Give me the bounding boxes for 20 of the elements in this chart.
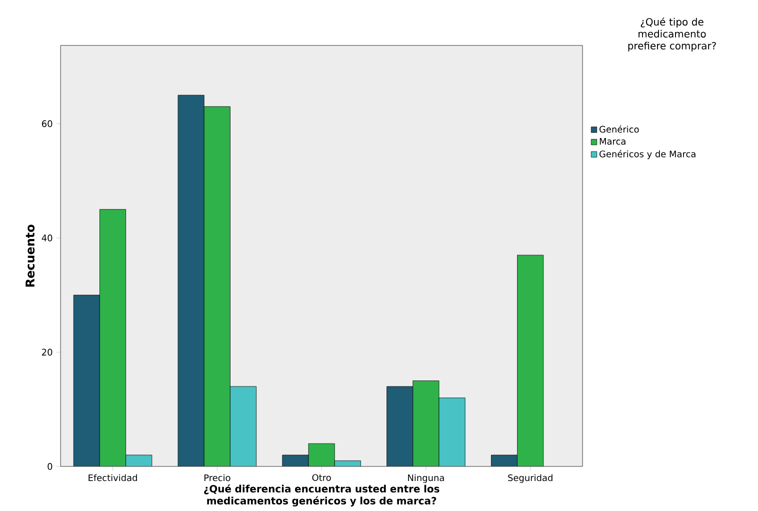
bar (386, 386, 414, 466)
bar (178, 94, 204, 466)
y-axis-title: Recuento (26, 224, 35, 287)
x-tick-label: Otro (312, 474, 331, 481)
x-axis-title: ¿Qué diferencia encuentra usted entre los medicamentos genéricos y los de marca? (204, 484, 440, 506)
y-tick-label: 0 (48, 463, 52, 470)
y-tick-label: 60 (42, 120, 52, 128)
bar (491, 454, 518, 466)
y-tick-label: 20 (42, 348, 52, 356)
x-tick-label: Precio (204, 474, 230, 482)
legend-label: Genérico (600, 125, 639, 133)
bar (73, 294, 100, 466)
legend-title: ¿Qué tipo de medicamento prefiere comprar? (628, 18, 716, 52)
x-tick-label: Efectividad (88, 474, 137, 482)
bar (282, 455, 309, 466)
x-tick-label: Ninguna (408, 474, 444, 483)
y-tick-label: 40 (42, 234, 52, 242)
legend-label: Genéricos y de Marca (600, 150, 696, 160)
legend-label: Marca (600, 138, 626, 145)
x-tick-label: Seguridad (508, 474, 552, 483)
